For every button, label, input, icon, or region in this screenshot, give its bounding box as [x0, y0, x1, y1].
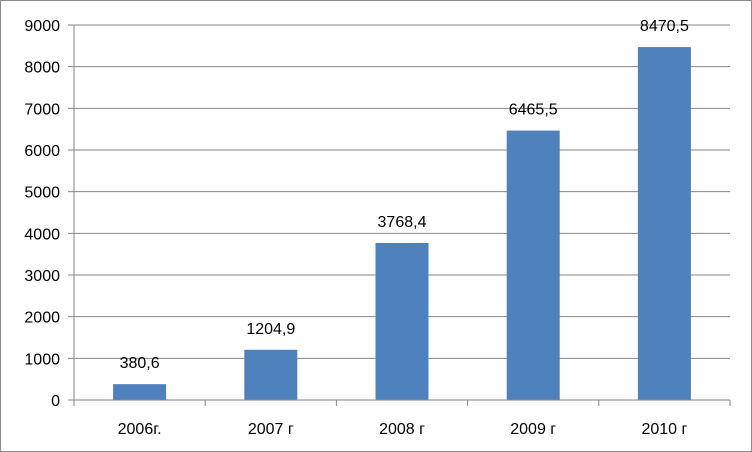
data-labels: 380,6 1204,9 3768,4 6465,5 8470,5: [120, 18, 689, 372]
y-tick-labels: 0 1000 2000 3000 4000 5000 6000 7000 8000 9000: [24, 18, 74, 410]
y-tick-label: 3000: [24, 268, 60, 285]
bar-2: [244, 349, 298, 400]
x-tick-marks: [73, 400, 731, 406]
y-tick-label: 7000: [24, 101, 60, 118]
category-label: 2010 г: [641, 421, 687, 438]
category-label: 2008 г: [379, 421, 425, 438]
axes: [73, 25, 730, 401]
y-tick-label: 0: [51, 393, 60, 410]
y-tick-label: 2000: [24, 310, 60, 327]
bars: [113, 47, 691, 400]
data-label: 380,6: [120, 355, 160, 372]
category-label: 2006г.: [118, 421, 162, 438]
category-label: 2009 г: [510, 421, 556, 438]
y-tick-label: 4000: [24, 226, 60, 243]
data-label: 6465,5: [509, 102, 558, 119]
category-labels: 2006г. 2007 г 2008 г 2009 г 2010 г: [118, 421, 688, 438]
gridlines: [74, 24, 730, 359]
y-tick-label: 5000: [24, 185, 60, 202]
bar-5: [637, 47, 691, 400]
data-label: 1204,9: [246, 321, 295, 338]
data-label: 3768,4: [378, 214, 427, 231]
y-tick-label: 8000: [24, 60, 60, 77]
category-label: 2007 г: [248, 421, 294, 438]
bar-4: [506, 130, 560, 400]
bar-3: [375, 242, 429, 400]
bar-1: [113, 384, 167, 400]
y-tick-label: 9000: [24, 18, 60, 35]
y-tick-label: 6000: [24, 143, 60, 160]
data-label: 8470,5: [640, 18, 689, 35]
y-tick-label: 1000: [24, 351, 60, 368]
